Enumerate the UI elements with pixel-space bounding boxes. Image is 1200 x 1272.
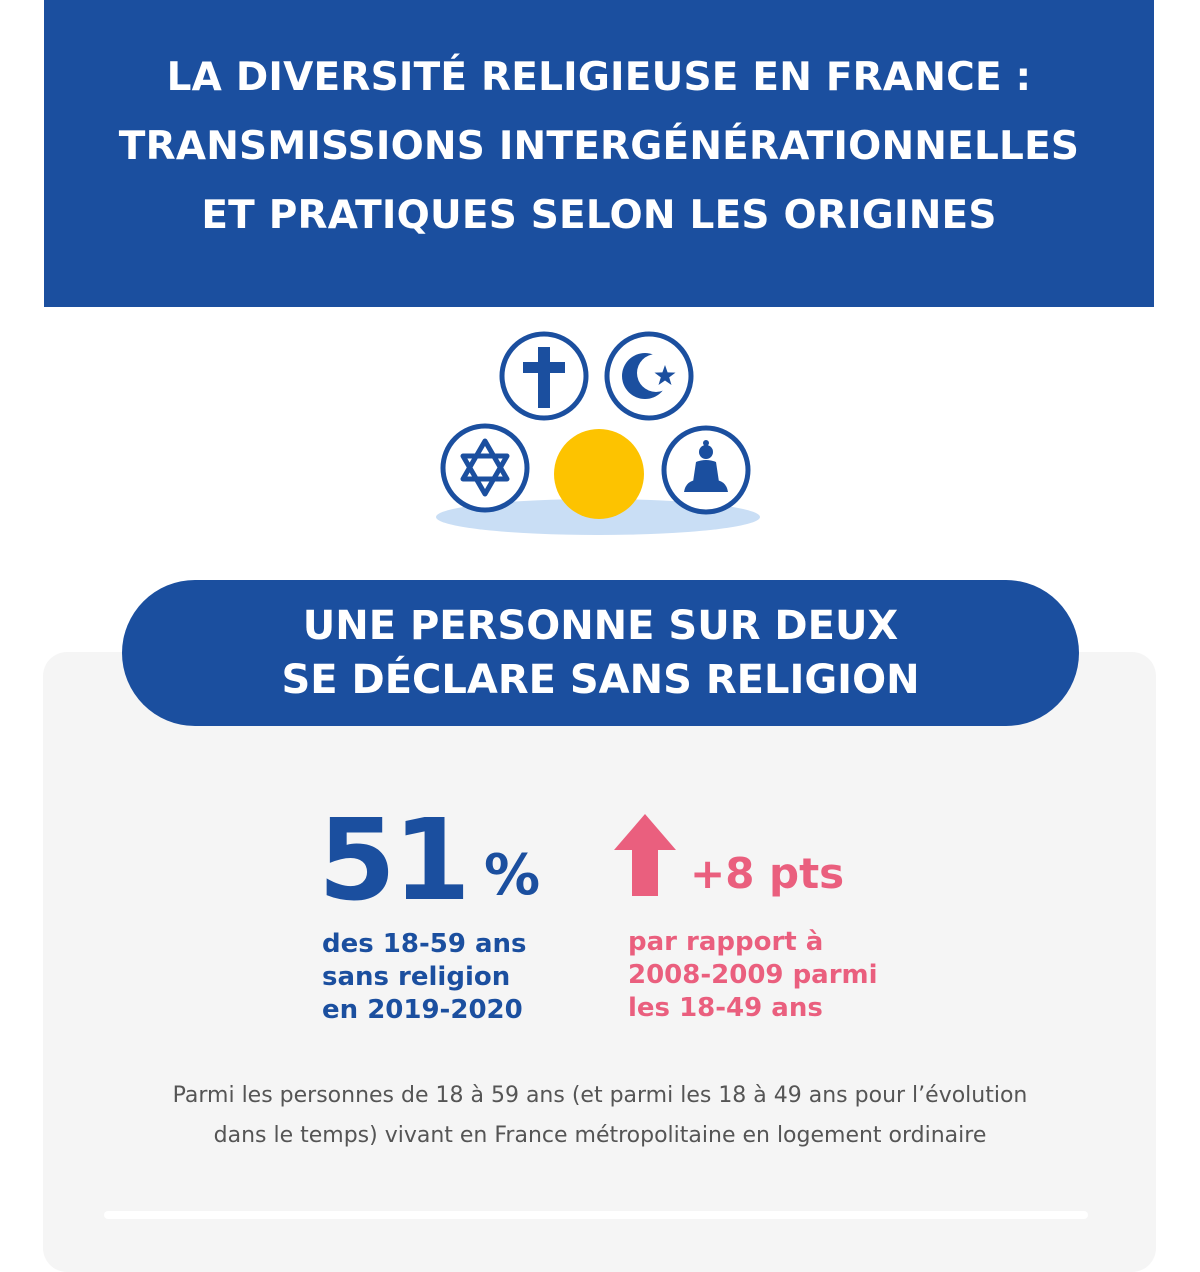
stat-change-caption-line-3: les 18-49 ans <box>628 993 823 1023</box>
buddha-icon <box>661 425 751 515</box>
stat-main-caption-line-3: en 2019-2020 <box>322 995 523 1025</box>
population-note-line-2: dans le temps) vivant en France métropol… <box>213 1123 987 1148</box>
crescent-star-icon <box>604 331 694 421</box>
empty-circle-icon <box>554 429 644 519</box>
stat-change-value: +8 pts <box>690 849 845 898</box>
population-note: Parmi les personnes de 18 à 59 ans (et p… <box>100 1076 1100 1156</box>
headline-line-1: UNE PERSONNE SUR DEUX <box>302 603 899 649</box>
title-line-1: LA DIVERSITÉ RELIGIEUSE EN FRANCE : <box>166 55 1032 100</box>
population-note-line-1: Parmi les personnes de 18 à 59 ans (et p… <box>172 1083 1028 1108</box>
headline-line-2: SE DÉCLARE SANS RELIGION <box>281 657 920 703</box>
title-line-3: ET PRATIQUES SELON LES ORIGINES <box>201 193 997 238</box>
stat-change-caption-line-1: par rapport à <box>628 927 824 957</box>
stat-main-value: 51 <box>318 796 471 926</box>
arrow-up-icon <box>612 812 678 902</box>
divider <box>104 1211 1088 1219</box>
religion-icons-group <box>430 322 770 542</box>
title-banner: LA DIVERSITÉ RELIGIEUSE EN FRANCE : TRAN… <box>44 0 1154 307</box>
stat-main-caption: des 18-59 ans sans religion en 2019-2020 <box>322 928 582 1027</box>
star-of-david-icon <box>440 423 530 513</box>
stat-main-unit: % <box>484 843 541 908</box>
stat-main-caption-line-1: des 18-59 ans <box>322 929 527 959</box>
headline-pill: UNE PERSONNE SUR DEUX SE DÉCLARE SANS RE… <box>122 580 1079 726</box>
stat-main-caption-line-2: sans religion <box>322 962 511 992</box>
stats-card <box>43 652 1156 1272</box>
title-line-2: TRANSMISSIONS INTERGÉNÉRATIONNELLES <box>118 124 1080 169</box>
stat-change-caption: par rapport à 2008-2009 parmi les 18-49 … <box>628 926 928 1025</box>
stat-change-caption-line-2: 2008-2009 parmi <box>628 960 878 990</box>
cross-icon <box>499 331 589 421</box>
